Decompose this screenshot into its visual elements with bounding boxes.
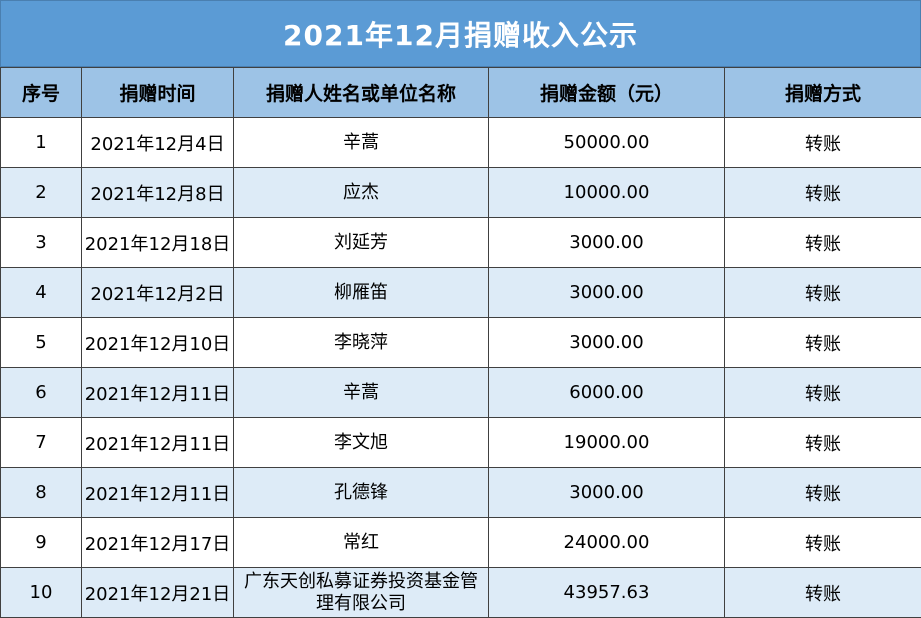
cell-donor-name[interactable]: 柳雁笛 bbox=[234, 268, 489, 318]
cell-amount[interactable]: 10000.00 bbox=[489, 168, 725, 218]
cell-donor-name[interactable]: 常红 bbox=[234, 518, 489, 568]
header-row: 序号 捐赠时间 捐赠人姓名或单位名称 捐赠金额（元） 捐赠方式 bbox=[1, 68, 921, 118]
cell-date[interactable]: 2021年12月4日 bbox=[82, 118, 234, 168]
cell-amount[interactable]: 6000.00 bbox=[489, 368, 725, 418]
donor-name-text: 广东天创私募证券投资基金管理有限公司 bbox=[241, 571, 481, 615]
cell-no[interactable]: 6 bbox=[1, 368, 82, 418]
cell-date[interactable]: 2021年12月11日 bbox=[82, 418, 234, 468]
cell-amount[interactable]: 50000.00 bbox=[489, 118, 725, 168]
cell-amount[interactable]: 3000.00 bbox=[489, 468, 725, 518]
header-name[interactable]: 捐赠人姓名或单位名称 bbox=[234, 68, 489, 118]
cell-date[interactable]: 2021年12月17日 bbox=[82, 518, 234, 568]
cell-date[interactable]: 2021年12月10日 bbox=[82, 318, 234, 368]
cell-donor-name[interactable]: 刘延芳 bbox=[234, 218, 489, 268]
cell-no[interactable]: 9 bbox=[1, 518, 82, 568]
cell-no[interactable]: 8 bbox=[1, 468, 82, 518]
header-amount[interactable]: 捐赠金额（元） bbox=[489, 68, 725, 118]
cell-no[interactable]: 5 bbox=[1, 318, 82, 368]
cell-method[interactable]: 转账 bbox=[725, 518, 921, 568]
cell-method[interactable]: 转账 bbox=[725, 418, 921, 468]
donor-name-text: 李文旭 bbox=[334, 432, 388, 454]
page-title: 2021年12月捐赠收入公示 bbox=[0, 0, 921, 67]
cell-method[interactable]: 转账 bbox=[725, 568, 921, 618]
cell-amount[interactable]: 24000.00 bbox=[489, 518, 725, 568]
cell-no[interactable]: 1 bbox=[1, 118, 82, 168]
donor-name-text: 辛蒿 bbox=[343, 132, 379, 154]
cell-donor-name[interactable]: 广东天创私募证券投资基金管理有限公司 bbox=[234, 568, 489, 618]
cell-date[interactable]: 2021年12月8日 bbox=[82, 168, 234, 218]
cell-date[interactable]: 2021年12月11日 bbox=[82, 468, 234, 518]
cell-method[interactable]: 转账 bbox=[725, 268, 921, 318]
cell-donor-name[interactable]: 应杰 bbox=[234, 168, 489, 218]
cell-method[interactable]: 转账 bbox=[725, 218, 921, 268]
cell-donor-name[interactable]: 李文旭 bbox=[234, 418, 489, 468]
cell-amount[interactable]: 3000.00 bbox=[489, 318, 725, 368]
donor-name-text: 辛蒿 bbox=[343, 382, 379, 404]
cell-date[interactable]: 2021年12月2日 bbox=[82, 268, 234, 318]
cell-amount[interactable]: 43957.63 bbox=[489, 568, 725, 618]
cell-donor-name[interactable]: 辛蒿 bbox=[234, 368, 489, 418]
cell-no[interactable]: 7 bbox=[1, 418, 82, 468]
cell-method[interactable]: 转账 bbox=[725, 118, 921, 168]
cell-date[interactable]: 2021年12月18日 bbox=[82, 218, 234, 268]
cell-amount[interactable]: 3000.00 bbox=[489, 268, 725, 318]
cell-donor-name[interactable]: 李晓萍 bbox=[234, 318, 489, 368]
cell-method[interactable]: 转账 bbox=[725, 168, 921, 218]
donor-name-text: 柳雁笛 bbox=[334, 282, 388, 304]
cell-no[interactable]: 4 bbox=[1, 268, 82, 318]
cell-donor-name[interactable]: 辛蒿 bbox=[234, 118, 489, 168]
cell-no[interactable]: 10 bbox=[1, 568, 82, 618]
donor-name-text: 孔德锋 bbox=[334, 482, 388, 504]
cell-amount[interactable]: 3000.00 bbox=[489, 218, 725, 268]
cell-donor-name[interactable]: 孔德锋 bbox=[234, 468, 489, 518]
cell-method[interactable]: 转账 bbox=[725, 318, 921, 368]
header-date[interactable]: 捐赠时间 bbox=[82, 68, 234, 118]
donor-name-text: 刘延芳 bbox=[334, 232, 388, 254]
donor-name-text: 应杰 bbox=[343, 182, 379, 204]
cell-no[interactable]: 3 bbox=[1, 218, 82, 268]
header-no[interactable]: 序号 bbox=[1, 68, 82, 118]
cell-date[interactable]: 2021年12月11日 bbox=[82, 368, 234, 418]
donor-name-text: 李晓萍 bbox=[334, 332, 388, 354]
cell-method[interactable]: 转账 bbox=[725, 468, 921, 518]
header-method[interactable]: 捐赠方式 bbox=[725, 68, 921, 118]
donor-name-text: 常红 bbox=[343, 532, 379, 554]
cell-method[interactable]: 转账 bbox=[725, 368, 921, 418]
cell-date[interactable]: 2021年12月21日 bbox=[82, 568, 234, 618]
cell-amount[interactable]: 19000.00 bbox=[489, 418, 725, 468]
cell-no[interactable]: 2 bbox=[1, 168, 82, 218]
